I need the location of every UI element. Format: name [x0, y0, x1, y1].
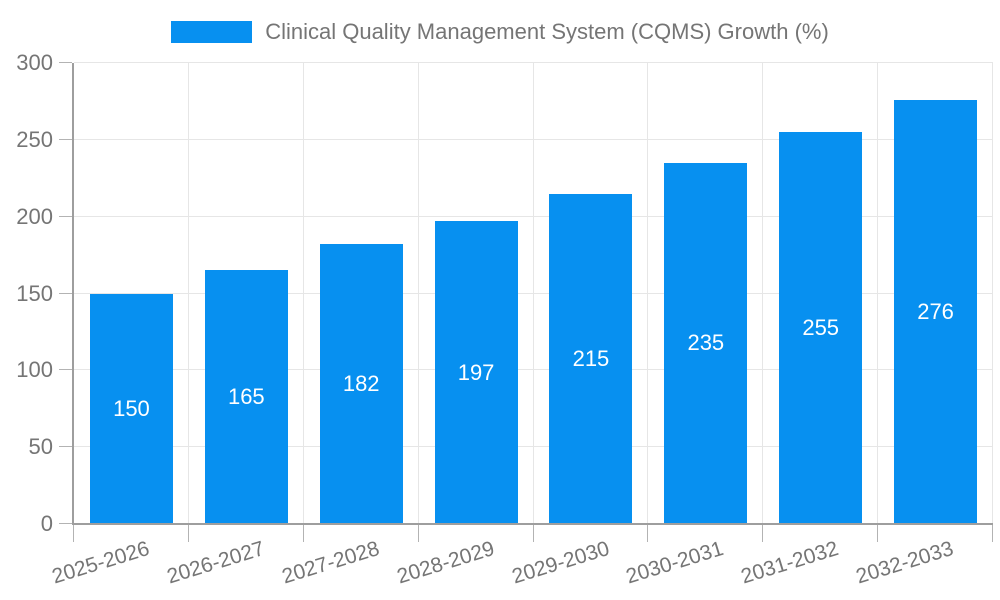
x-axis-label: 2026-2027 [164, 537, 268, 589]
gridline-vertical [417, 63, 419, 524]
y-axis-tick [59, 369, 72, 371]
gridline-vertical [532, 63, 534, 524]
y-axis-label: 100 [16, 357, 53, 383]
x-axis-label: 2031-2032 [738, 537, 842, 589]
x-axis-label: 2025-2026 [49, 537, 153, 589]
bar-value-label: 182 [342, 371, 380, 397]
x-axis-tick [647, 524, 649, 542]
y-axis-label: 50 [28, 434, 53, 460]
y-axis-label: 300 [16, 50, 53, 75]
gridline-horizontal [74, 62, 993, 63]
x-axis-label: 2027-2028 [279, 537, 382, 589]
bar-value-label: 255 [802, 315, 840, 341]
bar-value-label: 276 [917, 298, 954, 324]
legend-label: Clinical Quality Management System (CQMS… [265, 19, 829, 44]
y-axis-label: 200 [16, 203, 53, 229]
gridline-vertical [302, 63, 304, 524]
x-axis-tick [762, 524, 764, 542]
bar-2026-2027[interactable] [204, 270, 288, 523]
x-axis-tick [187, 524, 189, 542]
y-axis-tick [59, 215, 72, 217]
bar-2027-2028[interactable] [319, 244, 403, 523]
x-axis-line [72, 523, 993, 525]
y-axis-label: 0 [40, 511, 53, 536]
bar-2028-2029[interactable] [434, 221, 518, 523]
bar-value-label: 165 [227, 384, 265, 410]
gridline-vertical [187, 63, 189, 524]
y-axis-tick [59, 138, 72, 140]
y-axis-tick [59, 292, 72, 294]
bar-2032-2033[interactable] [894, 99, 978, 523]
gridline-horizontal [74, 215, 993, 217]
y-axis-tick [59, 446, 72, 448]
bar-2030-2031[interactable] [664, 162, 748, 523]
gridline-horizontal [74, 138, 993, 140]
bar-value-label: 215 [572, 345, 610, 371]
y-axis-tick [59, 62, 72, 63]
bar-value-label: 235 [687, 330, 725, 356]
gridline-horizontal [74, 369, 993, 371]
y-axis-tick [59, 523, 72, 524]
bar-2031-2032[interactable] [779, 132, 863, 523]
x-axis-label: 2032-2033 [853, 537, 957, 589]
x-axis-label: 2029-2030 [508, 537, 612, 589]
x-axis-tick [73, 524, 74, 542]
legend-item-cqms-growth[interactable]: Clinical Quality Management System (CQMS… [171, 19, 829, 45]
x-axis-label: 2028-2029 [394, 537, 497, 589]
gridline-vertical [762, 63, 764, 524]
gridline-vertical [647, 63, 649, 524]
x-axis-tick [302, 524, 304, 542]
y-axis-line [72, 63, 74, 525]
y-axis-label: 250 [16, 126, 53, 152]
x-axis-tick [417, 524, 419, 542]
gridline-vertical [992, 63, 993, 524]
bar-value-label: 197 [457, 359, 495, 385]
gridline-horizontal [74, 446, 993, 448]
gridline-horizontal [74, 292, 993, 294]
bar-2025-2026[interactable] [89, 293, 173, 523]
x-axis-tick [992, 524, 993, 542]
legend-swatch [171, 21, 253, 43]
bar-value-label: 150 [113, 395, 150, 421]
y-axis-label: 150 [16, 280, 53, 306]
x-axis-label: 2030-2031 [623, 537, 727, 589]
x-axis-tick [532, 524, 534, 542]
gridline-vertical [877, 63, 879, 524]
legend: Clinical Quality Management System (CQMS… [0, 19, 1000, 45]
bar-2029-2030[interactable] [549, 193, 633, 523]
x-axis-tick [877, 524, 879, 542]
